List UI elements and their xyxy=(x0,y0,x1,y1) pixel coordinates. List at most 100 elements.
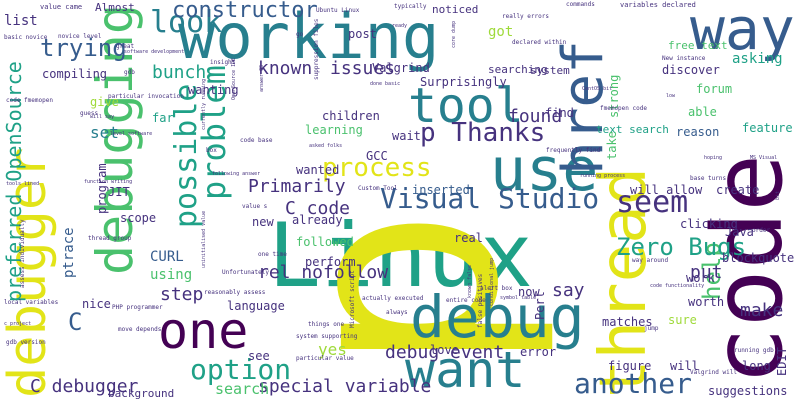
word-declared-within: declared within xyxy=(512,39,567,46)
word-wait: wait xyxy=(392,129,421,143)
word-running-gdb: running gdb xyxy=(734,347,774,354)
word-opensource-ide: OpenSource IDE xyxy=(231,57,237,100)
word-clicking: clicking xyxy=(680,217,738,231)
word-one-time: one time xyxy=(258,251,287,258)
word-centos-bit: CentOS bit xyxy=(582,86,613,92)
word-almost: Almost xyxy=(95,1,135,14)
word-make: make xyxy=(740,300,784,321)
word-possible: possible xyxy=(169,83,204,229)
word-symbol-table: symbol table xyxy=(500,295,537,301)
word-seem: seem xyxy=(616,185,689,220)
word-custom-tool: Custom Tool xyxy=(358,185,398,192)
word-new: new xyxy=(252,215,274,229)
word-order: order xyxy=(752,227,771,234)
word-found: found xyxy=(508,106,563,127)
word-real: real xyxy=(454,231,483,245)
word-trying: trying xyxy=(40,34,127,62)
word-option: option xyxy=(190,353,292,386)
word-value-s: value s xyxy=(242,203,268,210)
word-go: go xyxy=(296,31,304,38)
word-will-say: will say xyxy=(90,114,115,120)
word-uninitialised-value: uninitialised value xyxy=(201,210,207,268)
word-figure: figure xyxy=(608,359,652,373)
word-ms-visual: MS Visual xyxy=(750,155,778,161)
word-suggestions: suggestions xyxy=(708,384,788,398)
word-asking: asking xyxy=(732,51,783,67)
word-reason: reason xyxy=(676,125,720,139)
word-now: now xyxy=(518,285,540,299)
word-particular-invocation: particular invocation xyxy=(108,93,184,100)
word-actually-executed: actually executed xyxy=(362,295,424,302)
word-language: language xyxy=(227,299,285,313)
word-way-around: way around xyxy=(632,257,669,264)
word-suppression-files: suppression files xyxy=(313,18,320,80)
word-linux: Linux xyxy=(268,204,533,307)
word-java: Java xyxy=(725,225,754,239)
word-set: set xyxy=(90,123,119,142)
word-following-answer: following answer xyxy=(212,171,261,177)
word-zero-bugs: Zero Bugs xyxy=(616,233,747,261)
word-php-programmer: PHP programmer xyxy=(112,304,163,311)
word-see: see xyxy=(248,349,270,363)
word-will-allow: will allow xyxy=(630,183,703,197)
word-base-turns: base turns xyxy=(690,175,727,182)
word-move-depends: move depends xyxy=(118,326,162,333)
word-noticed: noticed xyxy=(432,3,479,16)
word-p-thanks: p Thanks xyxy=(420,118,546,148)
word-code-base: code base xyxy=(240,137,273,144)
word-answer-os: answer OS xyxy=(259,64,265,92)
word-thread-group: thread group xyxy=(88,235,132,242)
word-visual-studio: Visual Studio xyxy=(380,182,600,215)
word-box: box xyxy=(206,147,217,154)
word-followed: followed xyxy=(296,235,354,249)
word-forum: forum xyxy=(696,82,733,96)
word-long: long xyxy=(742,359,771,373)
word-asked-folks: asked folks xyxy=(309,143,343,149)
word-core-dump: core dump xyxy=(451,20,457,48)
word-assess-individually: assess individually xyxy=(19,219,26,288)
word-issues: issues xyxy=(330,58,396,79)
word-surprisingly: Surprisingly xyxy=(420,75,507,89)
word-working: working xyxy=(178,0,440,73)
word-debug: debug xyxy=(410,283,585,351)
word-program: program xyxy=(95,163,109,214)
word-scope: scope xyxy=(120,211,157,225)
word-already: already xyxy=(292,213,343,227)
word-insight: insight xyxy=(210,59,236,66)
word-another: another xyxy=(574,367,693,400)
word-matches: matches xyxy=(602,315,653,329)
word-basic-novice: basic novice xyxy=(4,34,48,41)
word-take: take xyxy=(605,131,619,160)
word-got: got xyxy=(488,24,514,40)
word-typically: typically xyxy=(394,3,427,10)
word-tools-lined: tools lined xyxy=(6,181,40,187)
word-say: say xyxy=(552,280,585,301)
word-perform: perform xyxy=(305,255,356,269)
word-error: error xyxy=(520,345,557,359)
word-want: want xyxy=(405,341,526,399)
word-nice: nice xyxy=(82,297,111,311)
word-gdb-version: gdb version xyxy=(6,339,46,346)
word-searching: searching xyxy=(488,63,548,76)
word-jit: JIT xyxy=(108,185,130,199)
word-bunch: bunch xyxy=(152,62,207,83)
word-way: way xyxy=(690,0,795,63)
word-bit: bit xyxy=(775,190,781,200)
word-unfortunately: Unfortunately xyxy=(222,269,269,276)
word-currently-running: currently running xyxy=(201,78,207,130)
word-level-software: level software xyxy=(110,131,153,137)
word-curl: CURL xyxy=(150,249,184,265)
word-blockquote: blockquote xyxy=(722,251,795,265)
word-far: far xyxy=(152,111,174,125)
word-software-development: software development xyxy=(124,49,185,55)
word-constructor: constructor xyxy=(172,0,318,23)
word-new-instance: New instance xyxy=(662,55,706,62)
word-discover: discover xyxy=(662,63,720,77)
word-c-debugger: C debugger xyxy=(30,376,139,397)
word-text-search: text search xyxy=(596,123,669,136)
word-one: one xyxy=(158,302,249,360)
word-gdb: gdb xyxy=(124,69,135,76)
word-ubuntu-linux: Ubuntu Linux xyxy=(316,7,360,14)
word-primarily: Primarily xyxy=(248,176,346,197)
